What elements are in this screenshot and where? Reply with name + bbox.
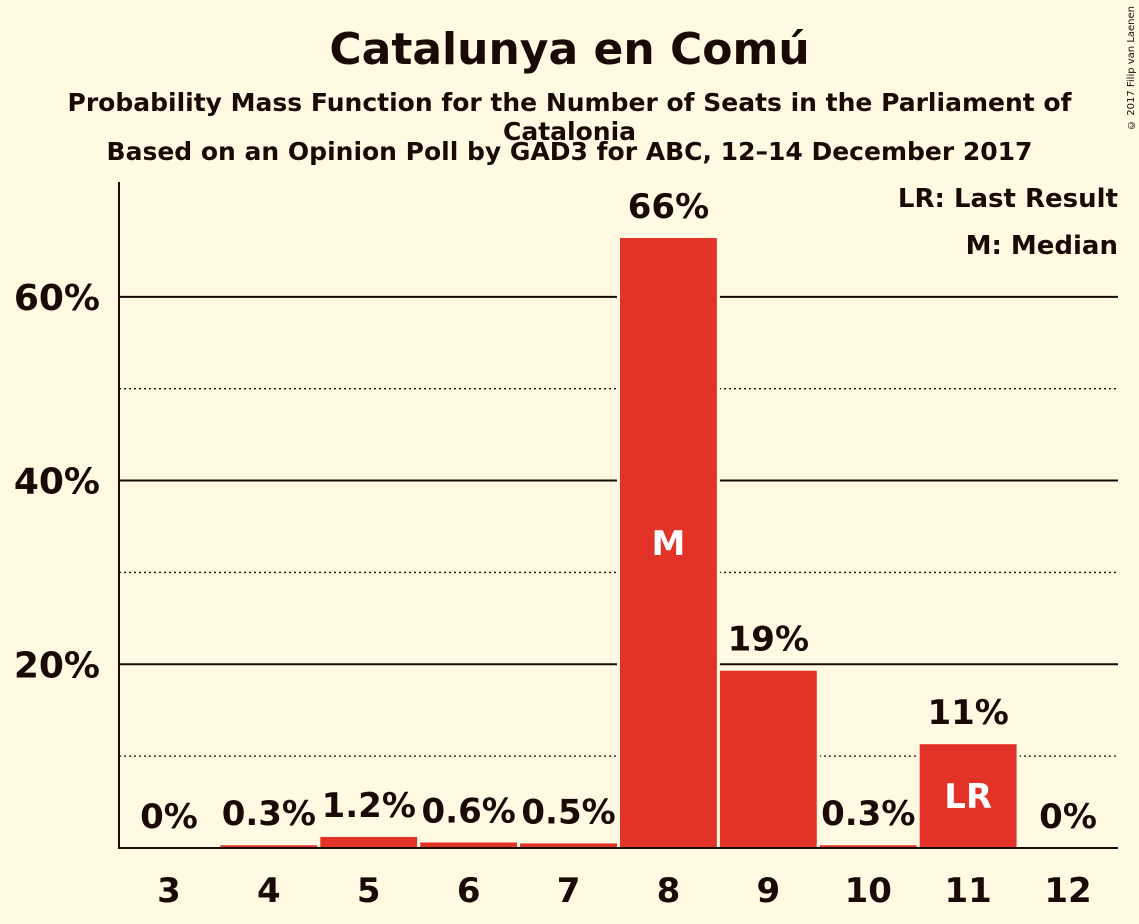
y-tick-label: 40%	[14, 462, 100, 503]
legend-median: M: Median	[965, 231, 1118, 261]
x-tick-label: 8	[657, 871, 681, 911]
legend-last-result: LR: Last Result	[897, 184, 1118, 214]
x-tick-label: 10	[845, 871, 892, 911]
y-tick-label: 20%	[14, 645, 100, 686]
x-tick-label: 11	[944, 871, 991, 911]
x-tick-label: 9	[757, 871, 781, 911]
x-tick-label: 4	[257, 871, 281, 911]
bar-9	[719, 670, 817, 848]
data-label: 0%	[1039, 797, 1097, 837]
data-label: 1.2%	[322, 786, 416, 826]
data-label: 0.5%	[521, 792, 615, 832]
y-tick-label: 60%	[14, 278, 100, 319]
data-label: 0.6%	[422, 791, 516, 831]
chart-subtitle: Probability Mass Function for the Number…	[67, 88, 1072, 146]
bar-6	[420, 842, 518, 848]
data-label: 0%	[140, 797, 198, 837]
data-label: 11%	[927, 693, 1008, 733]
x-tick-label: 5	[357, 871, 381, 911]
chart-title: Catalunya en Comú	[329, 24, 810, 75]
data-label: 19%	[728, 620, 809, 660]
x-tick-label: 12	[1044, 871, 1091, 911]
bar-11	[919, 744, 1017, 848]
data-label: 66%	[628, 187, 709, 227]
bar-7	[520, 843, 617, 848]
bar-inner-label: M	[652, 524, 686, 564]
bar-5	[320, 836, 418, 848]
x-tick-label: 7	[557, 871, 581, 911]
x-tick-label: 6	[457, 871, 481, 911]
x-tick-label: 3	[157, 871, 181, 911]
bar-4	[220, 845, 318, 848]
data-label: 0.3%	[222, 794, 316, 834]
data-label: 0.3%	[821, 794, 915, 834]
bar-inner-label: LR	[944, 777, 992, 817]
chart-source: Based on an Opinion Poll by GAD3 for ABC…	[106, 137, 1033, 166]
bar-8	[620, 238, 717, 848]
bar-10	[819, 845, 917, 848]
